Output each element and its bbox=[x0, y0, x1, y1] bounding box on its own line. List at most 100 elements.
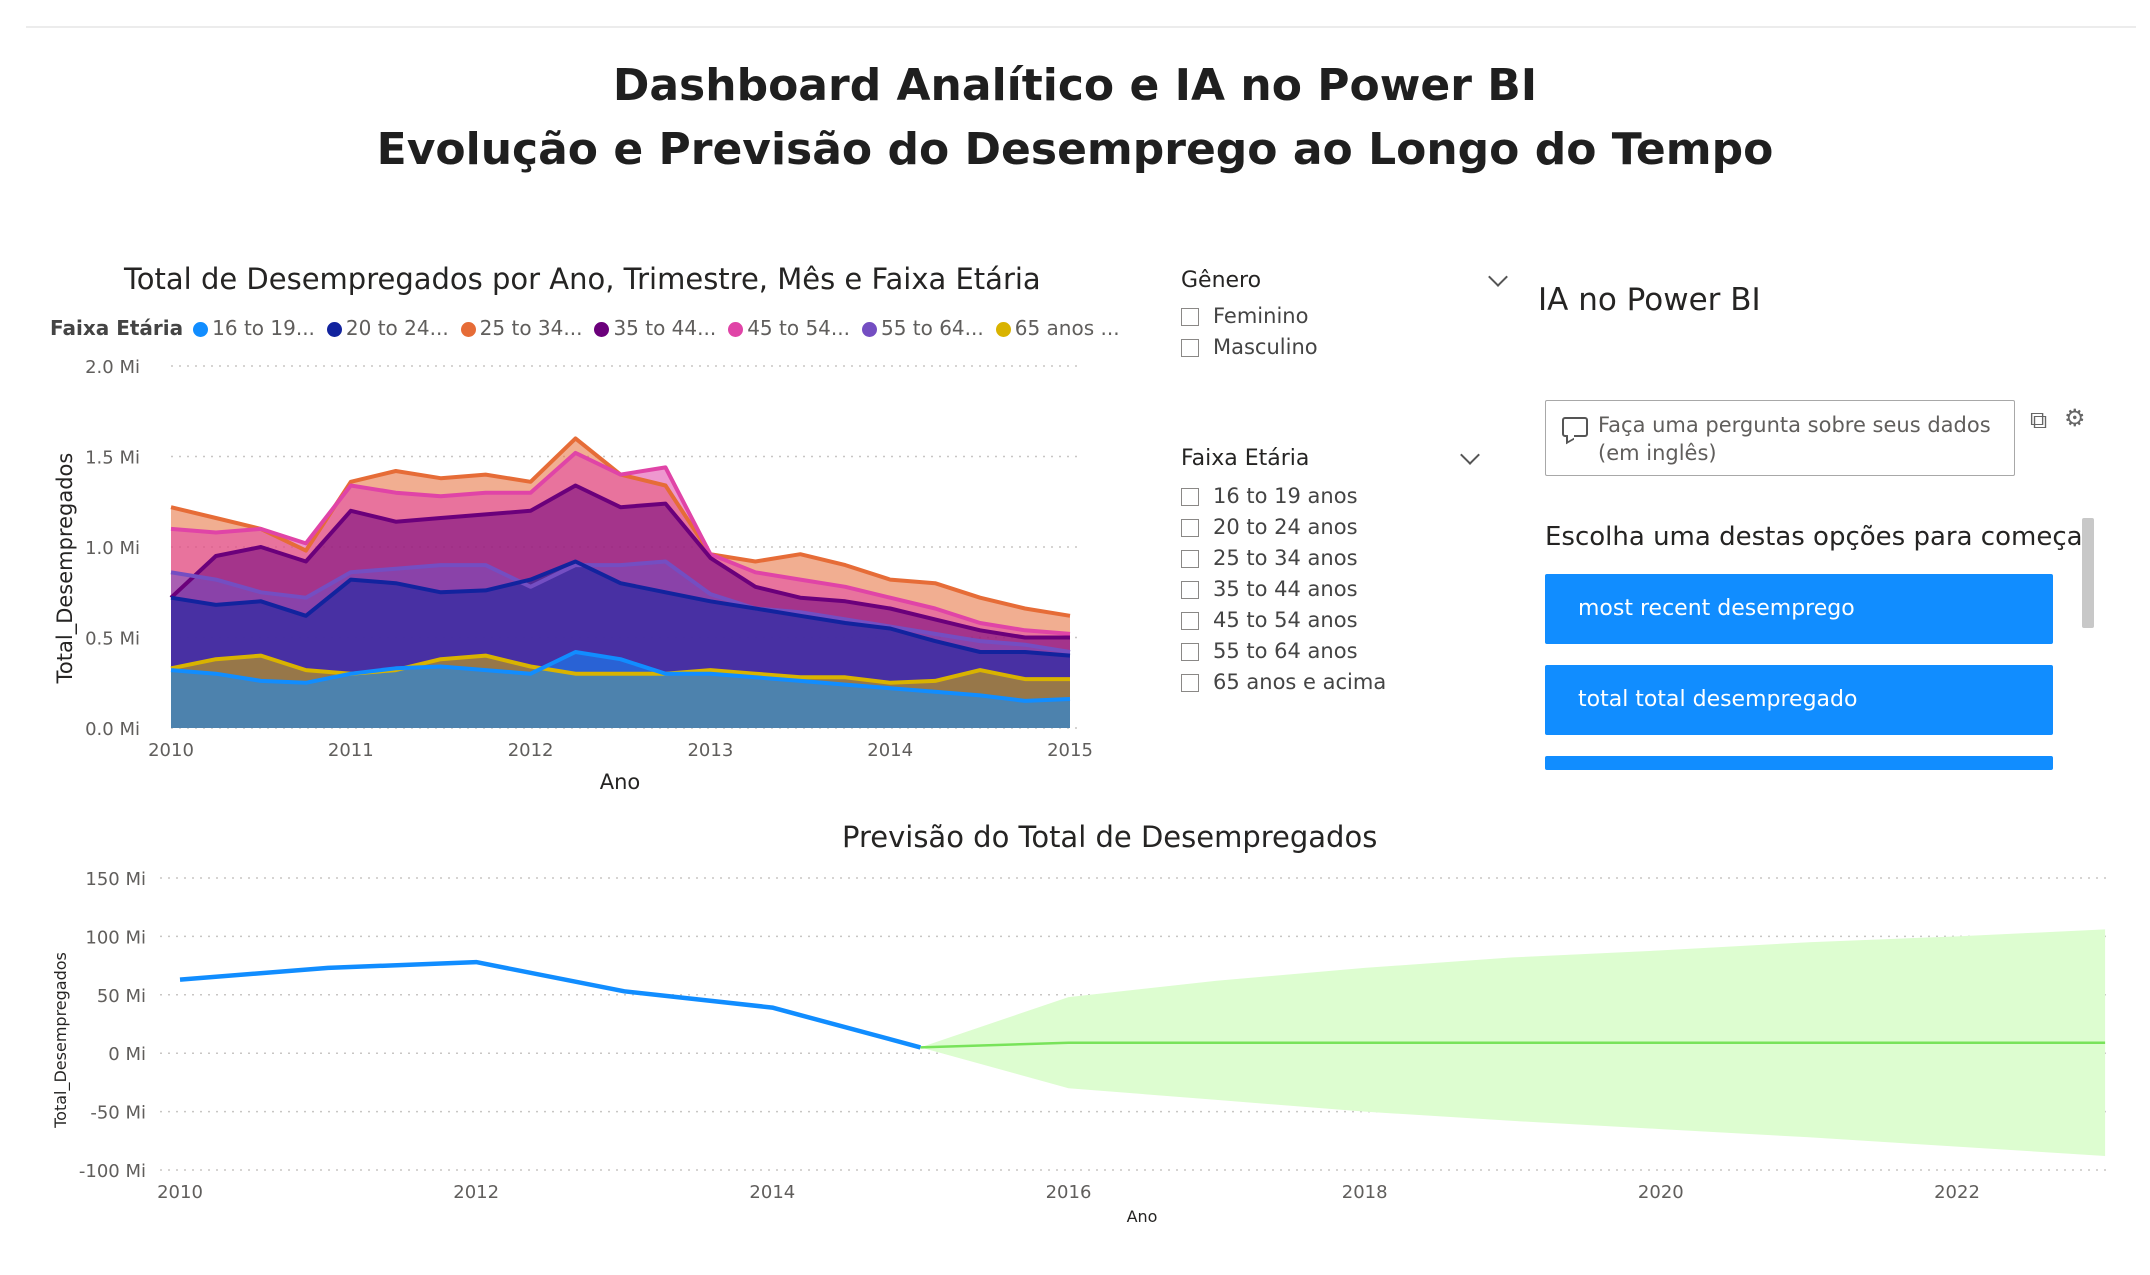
chevron-down-icon[interactable] bbox=[1488, 267, 1508, 287]
chevron-down-icon[interactable] bbox=[1460, 445, 1480, 465]
slicer-option-label: 25 to 34 anos bbox=[1213, 546, 1358, 570]
legend-label: 16 to 19... bbox=[212, 316, 315, 340]
x-tick-label: 2022 bbox=[1934, 1182, 1980, 1203]
checkbox-icon[interactable] bbox=[1181, 581, 1199, 599]
checkbox-icon[interactable] bbox=[1181, 643, 1199, 661]
y-tick-label: 100 Mi bbox=[85, 927, 146, 948]
legend-label: 35 to 44... bbox=[613, 316, 717, 340]
checkbox-icon[interactable] bbox=[1181, 488, 1199, 506]
gear-icon[interactable]: ⚙ bbox=[2064, 404, 2086, 432]
x-tick-label: 2011 bbox=[328, 740, 374, 761]
legend-item[interactable]: 65 anos ... bbox=[995, 316, 1120, 340]
slicer-genero: Gênero Feminino Masculino bbox=[1181, 267, 1511, 363]
y-tick-label: -100 Mi bbox=[79, 1161, 146, 1182]
slicer-option[interactable]: Feminino bbox=[1181, 301, 1511, 332]
series-line-7[interactable] bbox=[170, 653, 1070, 685]
y-tick-label: -50 Mi bbox=[90, 1103, 146, 1124]
y-tick-label: 1.5 Mi bbox=[85, 448, 140, 469]
qa-scrollbar[interactable] bbox=[2082, 518, 2094, 628]
area-x-axis-title: Ano bbox=[600, 770, 641, 794]
legend-title: Faixa Etária bbox=[50, 316, 184, 340]
slicer-option[interactable]: 35 to 44 anos bbox=[1181, 574, 1491, 605]
x-tick-label: 2013 bbox=[687, 740, 733, 761]
slicer-option-label: Feminino bbox=[1213, 304, 1309, 328]
page-title: Dashboard Analítico e IA no Power BI bbox=[612, 60, 1538, 111]
area-chart[interactable]: 2.0 Mi 1.5 Mi 1.0 Mi 0.5 Mi 0.0 Mi 2010 2011 2… bbox=[0, 0, 1100, 810]
x-tick-label: 2010 bbox=[148, 740, 194, 761]
x-tick-label: 2012 bbox=[453, 1182, 499, 1203]
chat-bubble-icon bbox=[1562, 417, 1588, 437]
slicer-option-label: 16 to 19 anos bbox=[1213, 484, 1358, 508]
area-chart-legend: Faixa Etária 16 to 19... 20 to 24... 25 to … bbox=[50, 316, 1132, 340]
checkbox-icon[interactable] bbox=[1181, 550, 1199, 568]
slicer-option[interactable]: 55 to 64 anos bbox=[1181, 636, 1491, 667]
qa-title: IA no Power BI bbox=[1538, 282, 1761, 318]
checkbox-icon[interactable] bbox=[1181, 674, 1199, 692]
series-line-4[interactable] bbox=[169, 483, 1070, 640]
forecast-x-axis-title: Ano bbox=[1127, 1207, 1158, 1226]
y-tick-label: 0.5 Mi bbox=[85, 629, 140, 650]
qa-suggestion-button[interactable]: most recent desemprego bbox=[1545, 574, 2053, 644]
y-tick-label: 1.0 Mi bbox=[85, 538, 140, 559]
slicer-option[interactable]: 20 to 24 anos bbox=[1181, 512, 1491, 543]
legend-dot-icon bbox=[460, 322, 476, 337]
qa-choose-label: Escolha uma destas opções para começar bbox=[1545, 522, 2094, 552]
x-tick-label: 2015 bbox=[1047, 740, 1093, 761]
legend-item[interactable]: 35 to 44... bbox=[594, 316, 716, 340]
x-tick-label: 2016 bbox=[1046, 1182, 1092, 1203]
qa-input-placeholder: Faça uma pergunta sobre seus dados (em i… bbox=[1598, 413, 1991, 465]
area-y-axis-title: Total_Desempregados bbox=[53, 453, 78, 685]
y-tick-label: 0.0 Mi bbox=[85, 719, 140, 740]
slicer-option[interactable]: 65 anos e acima bbox=[1181, 667, 1491, 698]
qa-suggestion-button-partial[interactable] bbox=[1545, 756, 2053, 770]
series-line-1[interactable] bbox=[170, 650, 1071, 703]
slicer-faixa-etaria: Faixa Etária 16 to 19 anos 20 to 24 anos 2… bbox=[1181, 445, 1491, 698]
legend-label: 20 to 24... bbox=[345, 316, 449, 340]
convert-visual-icon[interactable]: ⧉ bbox=[2030, 406, 2048, 434]
x-tick-label: 2020 bbox=[1638, 1182, 1684, 1203]
x-tick-label: 2012 bbox=[508, 740, 554, 761]
slicer-genero-title: Gênero bbox=[1181, 268, 1262, 293]
y-tick-label: 2.0 Mi bbox=[85, 357, 140, 378]
series-line-5[interactable] bbox=[170, 450, 1071, 636]
legend-label: 55 to 64... bbox=[880, 316, 984, 340]
qa-question-input[interactable]: Faça uma pergunta sobre seus dados (em i… bbox=[1545, 400, 2015, 476]
actual-line[interactable] bbox=[179, 959, 921, 1050]
checkbox-icon[interactable] bbox=[1181, 612, 1199, 630]
forecast-chart-title: Previsão do Total de Desempregados bbox=[842, 820, 1378, 854]
slicer-option[interactable]: 25 to 34 anos bbox=[1181, 543, 1491, 574]
slicer-option-label: 65 anos e acima bbox=[1213, 670, 1387, 694]
checkbox-icon[interactable] bbox=[1181, 308, 1199, 326]
area-chart-title: Total de Desempregados por Ano, Trimestr… bbox=[124, 262, 1041, 296]
legend-dot-icon bbox=[594, 322, 610, 337]
slicer-option-label: 45 to 54 anos bbox=[1213, 608, 1358, 632]
slicer-option[interactable]: 16 to 19 anos bbox=[1181, 481, 1491, 512]
checkbox-icon[interactable] bbox=[1181, 519, 1199, 537]
slicer-option[interactable]: Masculino bbox=[1181, 332, 1511, 363]
slicer-option[interactable]: 45 to 54 anos bbox=[1181, 605, 1491, 636]
checkbox-icon[interactable] bbox=[1181, 339, 1199, 357]
top-divider bbox=[26, 26, 2136, 28]
legend-dot-icon bbox=[193, 322, 209, 337]
forecast-line[interactable] bbox=[920, 1041, 2106, 1049]
legend-label: 65 anos ... bbox=[1014, 316, 1120, 340]
slicer-faixa-title: Faixa Etária bbox=[1181, 446, 1310, 471]
qa-suggestion-button[interactable]: total total desempregado bbox=[1545, 665, 2053, 735]
slicer-option-label: 55 to 64 anos bbox=[1213, 639, 1358, 663]
legend-label: 45 to 54... bbox=[747, 316, 850, 340]
page-subtitle: Evolução e Previsão do Desemprego ao Lon… bbox=[376, 124, 1774, 175]
legend-item[interactable]: 20 to 24... bbox=[326, 316, 449, 340]
x-tick-label: 2010 bbox=[157, 1182, 203, 1203]
legend-item[interactable]: 55 to 64... bbox=[861, 316, 984, 340]
forecast-confidence-band bbox=[920, 929, 2106, 1156]
legend-item[interactable]: 45 to 54... bbox=[728, 316, 850, 340]
series-line-2[interactable] bbox=[170, 559, 1071, 658]
series-line-6[interactable] bbox=[170, 559, 1071, 654]
x-tick-label: 2014 bbox=[867, 740, 913, 761]
legend-dot-icon bbox=[326, 322, 342, 337]
slicer-option-label: 35 to 44 anos bbox=[1213, 577, 1358, 601]
slicer-option-label: 20 to 24 anos bbox=[1213, 515, 1358, 539]
legend-item[interactable]: 16 to 19... bbox=[193, 316, 315, 340]
legend-item[interactable]: 25 to 34... bbox=[460, 316, 582, 340]
forecast-y-axis-title: Total_Desempregados bbox=[51, 952, 71, 1129]
